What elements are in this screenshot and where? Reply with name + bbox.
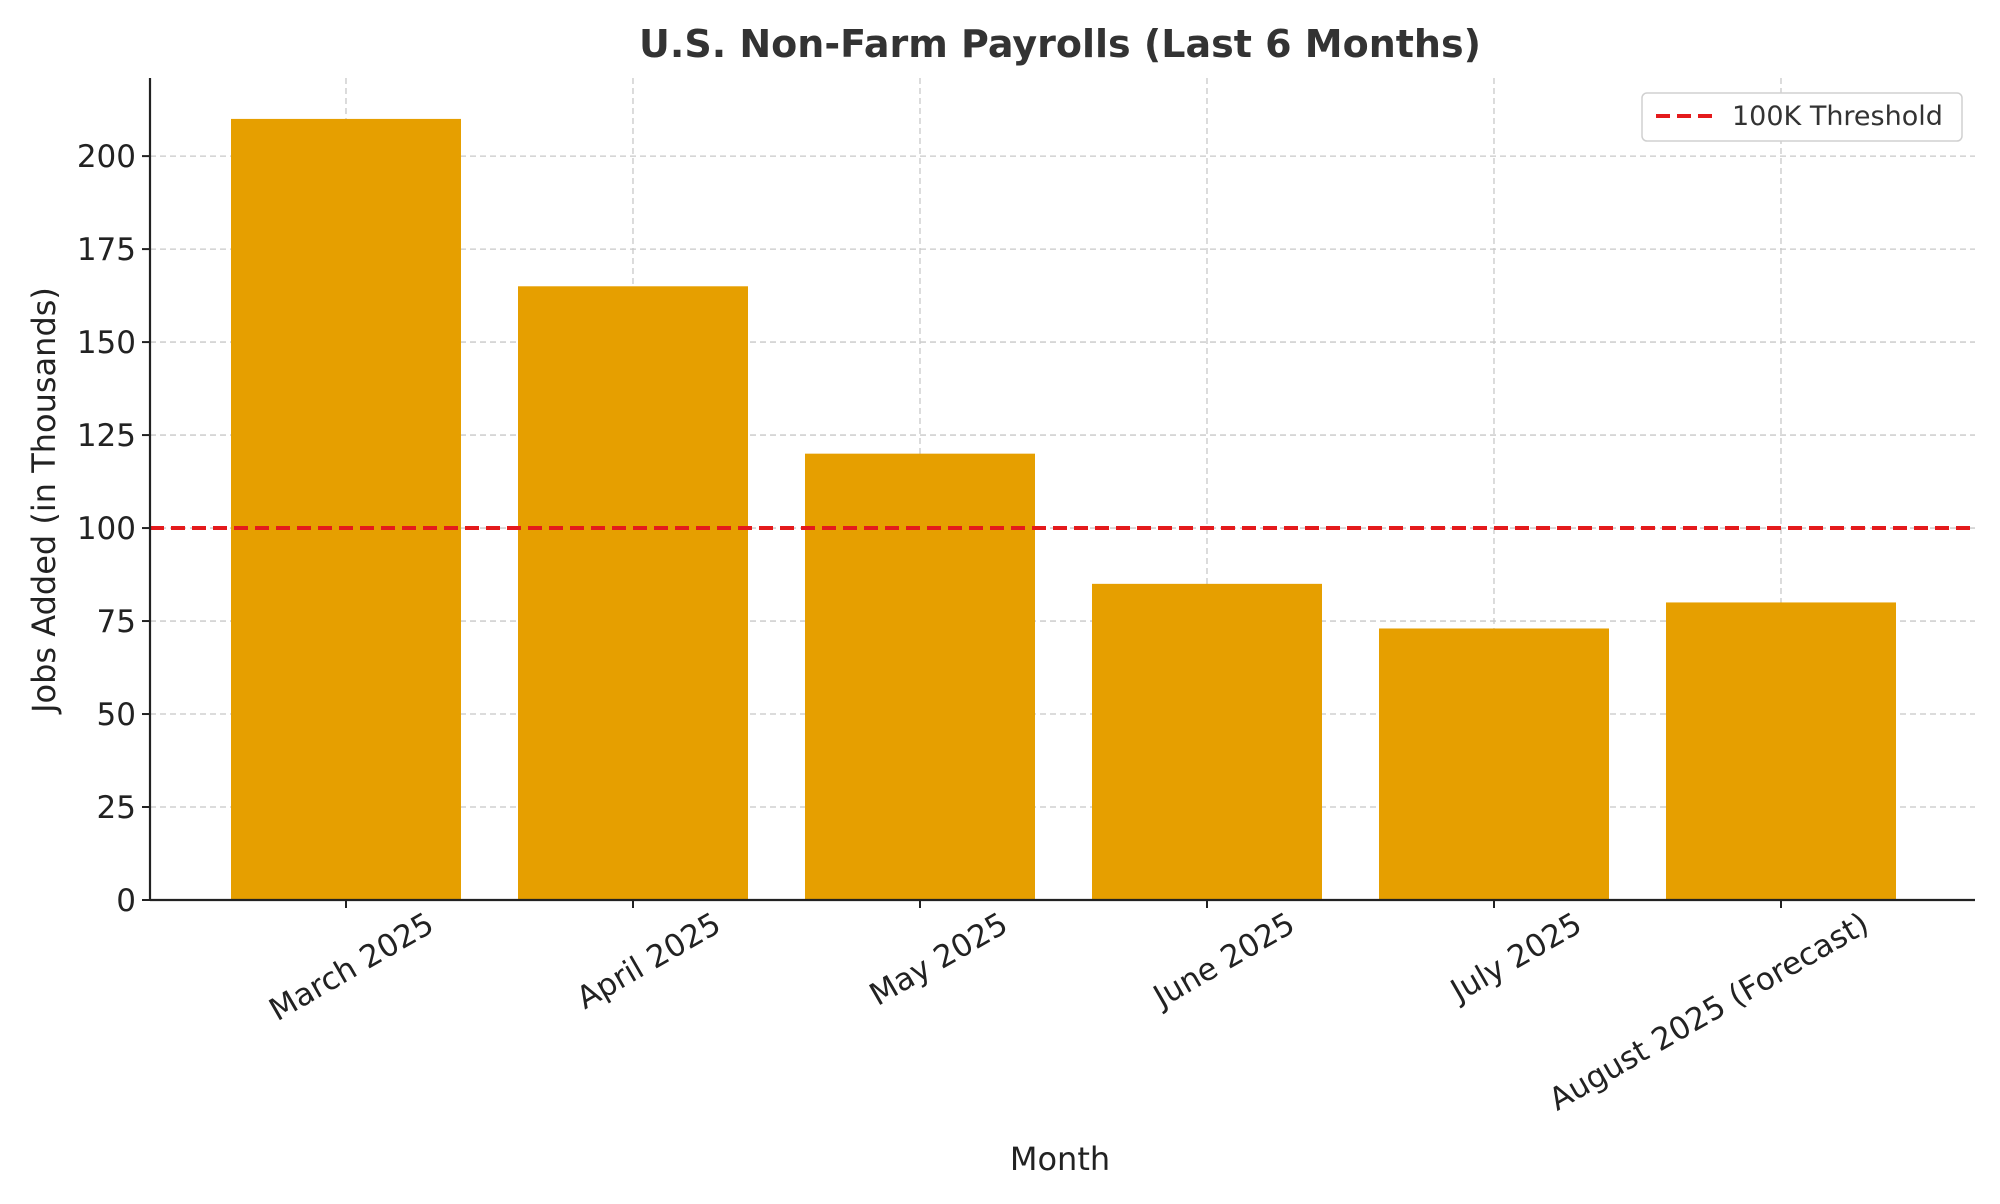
y-ticks: 0 25 50 75 100 125 150 175 200 — [77, 139, 150, 919]
y-tick-label: 25 — [97, 790, 136, 826]
bar — [1092, 583, 1322, 900]
bar — [805, 453, 1035, 900]
bars — [231, 118, 1896, 901]
x-tick-label: August 2025 (Forecast) — [1543, 906, 1875, 1118]
legend: 100K Threshold — [1641, 92, 1963, 142]
x-tick-label: July 2025 — [1443, 906, 1588, 1010]
y-tick-label: 100 — [77, 511, 136, 547]
chart-title: U.S. Non-Farm Payrolls (Last 6 Months) — [639, 22, 1481, 66]
y-tick-label: 75 — [97, 604, 136, 640]
y-tick-label: 150 — [77, 325, 136, 361]
legend-box — [1641, 92, 1963, 142]
x-ticks: March 2025 April 2025 May 2025 June 2025 Jul… — [263, 900, 1875, 1118]
bar — [1666, 602, 1896, 900]
y-tick-label: 175 — [77, 232, 136, 268]
legend-label: 100K Threshold — [1732, 101, 1943, 132]
y-tick-label: 200 — [77, 139, 136, 175]
bar — [1379, 628, 1609, 900]
y-tick-label: 0 — [116, 883, 136, 919]
y-tick-label: 50 — [97, 697, 136, 733]
x-tick-label: June 2025 — [1146, 906, 1301, 1016]
y-tick-label: 125 — [77, 418, 136, 454]
x-tick-label: March 2025 — [263, 906, 440, 1029]
x-tick-label: April 2025 — [571, 906, 727, 1017]
x-axis-label: Month — [1010, 1140, 1110, 1178]
x-tick-label: May 2025 — [864, 906, 1014, 1014]
bar — [231, 118, 461, 901]
bar — [518, 286, 748, 901]
y-axis-label: Jobs Added (in Thousands) — [25, 287, 63, 715]
